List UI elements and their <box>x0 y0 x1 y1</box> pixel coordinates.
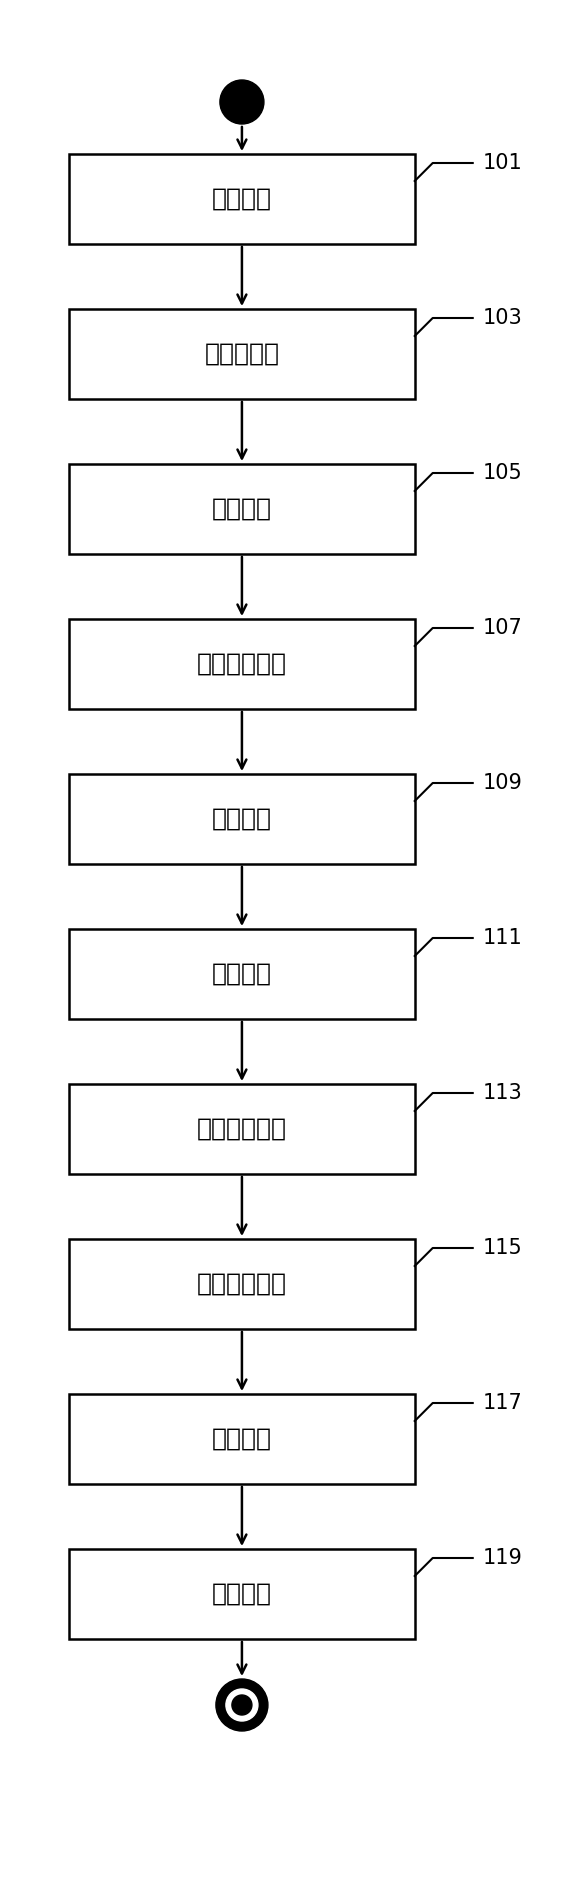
Text: 119: 119 <box>483 1549 522 1567</box>
Text: 修正步骤: 修正步骤 <box>212 1427 272 1451</box>
Text: 第三判断步骤: 第三判断步骤 <box>197 1273 287 1295</box>
Bar <box>69 1549 415 1639</box>
Text: 105: 105 <box>483 464 522 482</box>
Text: 115: 115 <box>483 1239 522 1258</box>
Text: 111: 111 <box>483 927 522 948</box>
Text: 预处理步骤: 预处理步骤 <box>204 342 279 366</box>
Bar <box>69 310 415 400</box>
Text: 读取步骤: 读取步骤 <box>212 188 272 210</box>
Circle shape <box>226 1689 258 1721</box>
Bar <box>69 464 415 554</box>
Text: 113: 113 <box>483 1083 522 1104</box>
Text: 分析步骤: 分析步骤 <box>212 497 272 522</box>
Text: 101: 101 <box>483 154 522 173</box>
Bar <box>69 1239 415 1329</box>
Circle shape <box>216 1680 268 1731</box>
Bar <box>69 154 415 244</box>
Bar <box>69 619 415 710</box>
Text: 107: 107 <box>483 618 522 638</box>
Bar <box>69 773 415 863</box>
Text: 117: 117 <box>483 1393 522 1413</box>
Text: 检测步骤: 检测步骤 <box>212 807 272 832</box>
Text: 第二判断步骤: 第二判断步骤 <box>197 1117 287 1141</box>
Text: 输出步骤: 输出步骤 <box>212 1582 272 1607</box>
Text: 109: 109 <box>483 773 522 792</box>
Text: 变换步骤: 变换步骤 <box>212 963 272 985</box>
Text: 103: 103 <box>483 308 522 328</box>
Bar <box>69 1395 415 1485</box>
Circle shape <box>220 81 264 124</box>
Bar <box>69 1085 415 1173</box>
Circle shape <box>232 1695 252 1716</box>
Text: 第一判断步骤: 第一判断步骤 <box>197 651 287 676</box>
Bar <box>69 929 415 1019</box>
